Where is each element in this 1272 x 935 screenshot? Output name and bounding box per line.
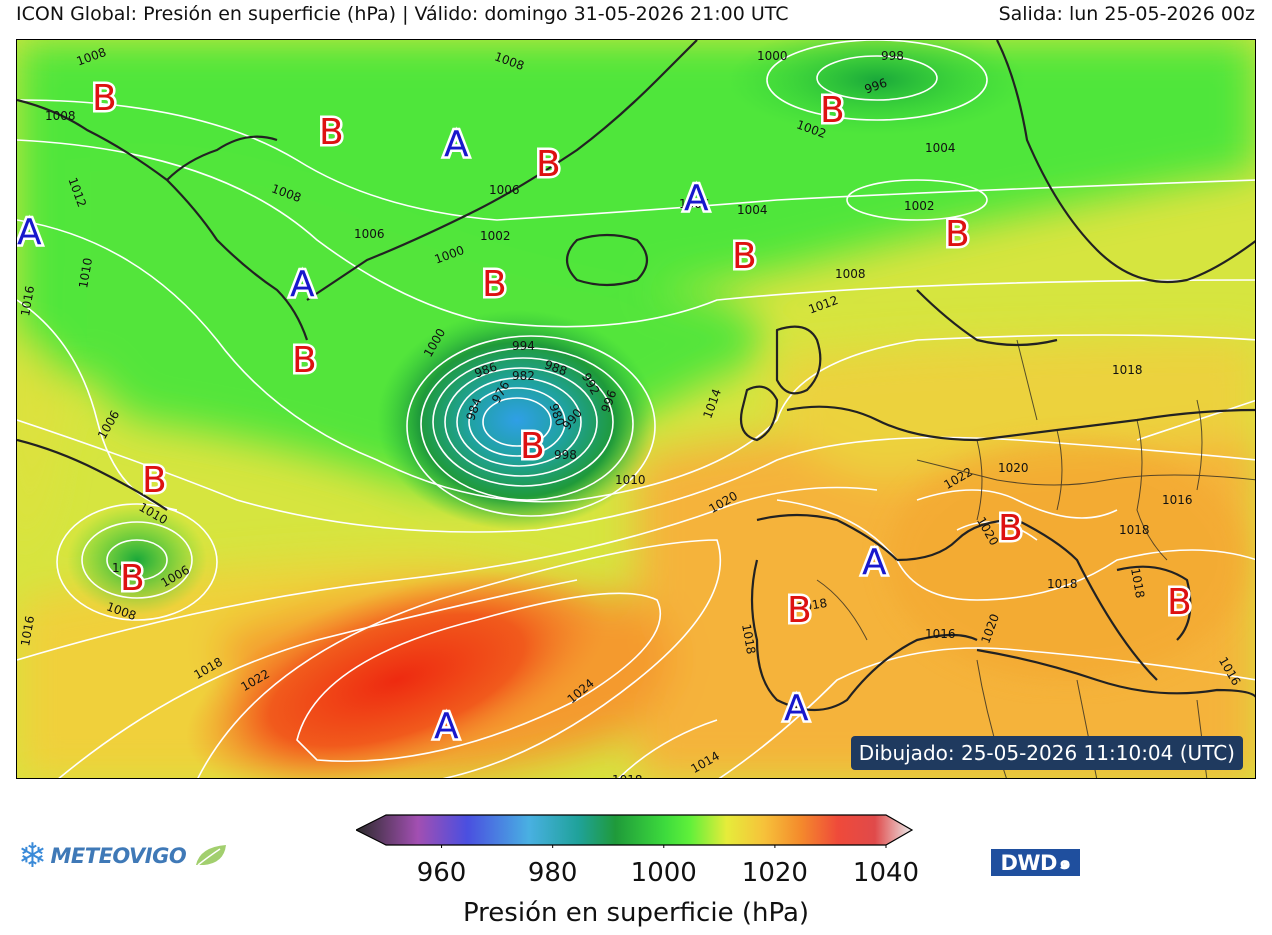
colorbar-tick-label: 980 [527,858,578,888]
isobar-label: 1010 [76,257,95,290]
run-time: Salida: lun 25-05-2026 00z [998,3,1255,25]
isobar-label: 1016 [1162,493,1193,507]
colorbar-ticks [441,845,887,848]
meteovigo-logo-text: METEOVIGO [50,844,187,868]
high-pressure-marker: A [444,124,469,165]
isobar-label: 1016 [18,285,37,318]
isobar-label: 998 [554,448,577,462]
isobar-label: 1018 [1128,567,1147,600]
isobar-label: 1016 [925,627,956,641]
pressure-system-markers: BBABBAABBBABBBBABBABAA [17,76,1255,750]
isobar-label: 1006 [489,183,520,197]
colorbar-tick-label: 1040 [852,858,920,888]
colorbar-tick-label: 1020 [741,858,808,888]
low-pressure-marker: B [732,236,757,277]
isobar-label: 1018 [739,623,758,656]
isobar-label: 1010 [615,473,646,487]
isobar-label: 1018 [1112,363,1143,377]
isobar-label: 1002 [904,199,935,213]
colorbar [356,814,914,848]
isobar-label: 1008 [45,109,76,123]
isobar-label: 1006 [354,227,385,241]
colorbar-tick-label: 960 [416,858,467,888]
snowflake-icon: ❄ [18,836,47,876]
isobar-label: 1002 [480,229,511,243]
high-pressure-marker: A [290,264,315,305]
isobar-label: 1006 [679,197,710,211]
high-pressure-marker: A [784,688,809,729]
isobar-label: 1018 [1119,523,1150,537]
meteovigo-logo: ❄ METEOVIGO [18,838,228,874]
isobar-label: 1020 [998,461,1029,475]
low-pressure-marker: B [998,508,1023,549]
low-pressure-marker: B [92,78,117,119]
dwd-logo: DWD ๑ [991,849,1080,876]
leaf-icon [196,845,227,866]
isobar-label: 1004 [925,141,956,155]
isobar-label: 1002 [112,561,143,575]
map-title: ICON Global: Presión en superficie (hPa)… [16,3,789,25]
colorbar-scale [356,814,914,846]
isobar-label: 994 [512,339,535,353]
isobar-label: 998 [881,49,904,63]
low-pressure-marker: B [787,590,812,631]
dwd-logo-text: DWD [1000,850,1057,875]
low-pressure-marker: B [945,214,970,255]
low-pressure-marker: B [536,144,561,185]
pressure-map: 1008 1008 1008 1012 1008 1006 1002 1000 1006 1006… [16,39,1256,779]
isobar-label: 1018 [612,773,643,779]
swirl-icon: ๑ [1058,851,1071,874]
high-pressure-marker: A [17,212,42,253]
high-pressure-marker: A [434,706,459,747]
colorbar-label: Presión en superficie (hPa) [462,898,810,928]
colorbar-tick-label: 1000 [630,858,697,888]
low-pressure-marker: B [319,112,344,153]
low-pressure-marker: B [520,426,545,467]
isobar-label: 1018 [796,596,829,615]
isobar-label: 982 [512,369,535,383]
low-pressure-marker: B [120,558,145,599]
isobar-label: 1016 [18,615,37,648]
low-pressure-marker: B [482,264,507,305]
low-pressure-marker: B [292,340,317,381]
coastlines [17,40,1255,711]
isobar-label: 1004 [737,203,768,217]
high-pressure-marker: A [862,542,887,583]
isobar-label: 1000 [757,49,788,63]
low-pressure-marker: B [1167,582,1192,623]
isobar-label: 1008 [835,267,866,281]
isobars [17,40,1255,778]
high-pressure-marker: A [684,178,709,219]
drawn-timestamp-badge: Dibujado: 25-05-2026 11:10:04 (UTC) [850,736,1243,770]
low-pressure-marker: B [142,460,167,501]
low-pressure-marker: B [820,90,845,131]
isobar-label: 1018 [1047,577,1078,591]
